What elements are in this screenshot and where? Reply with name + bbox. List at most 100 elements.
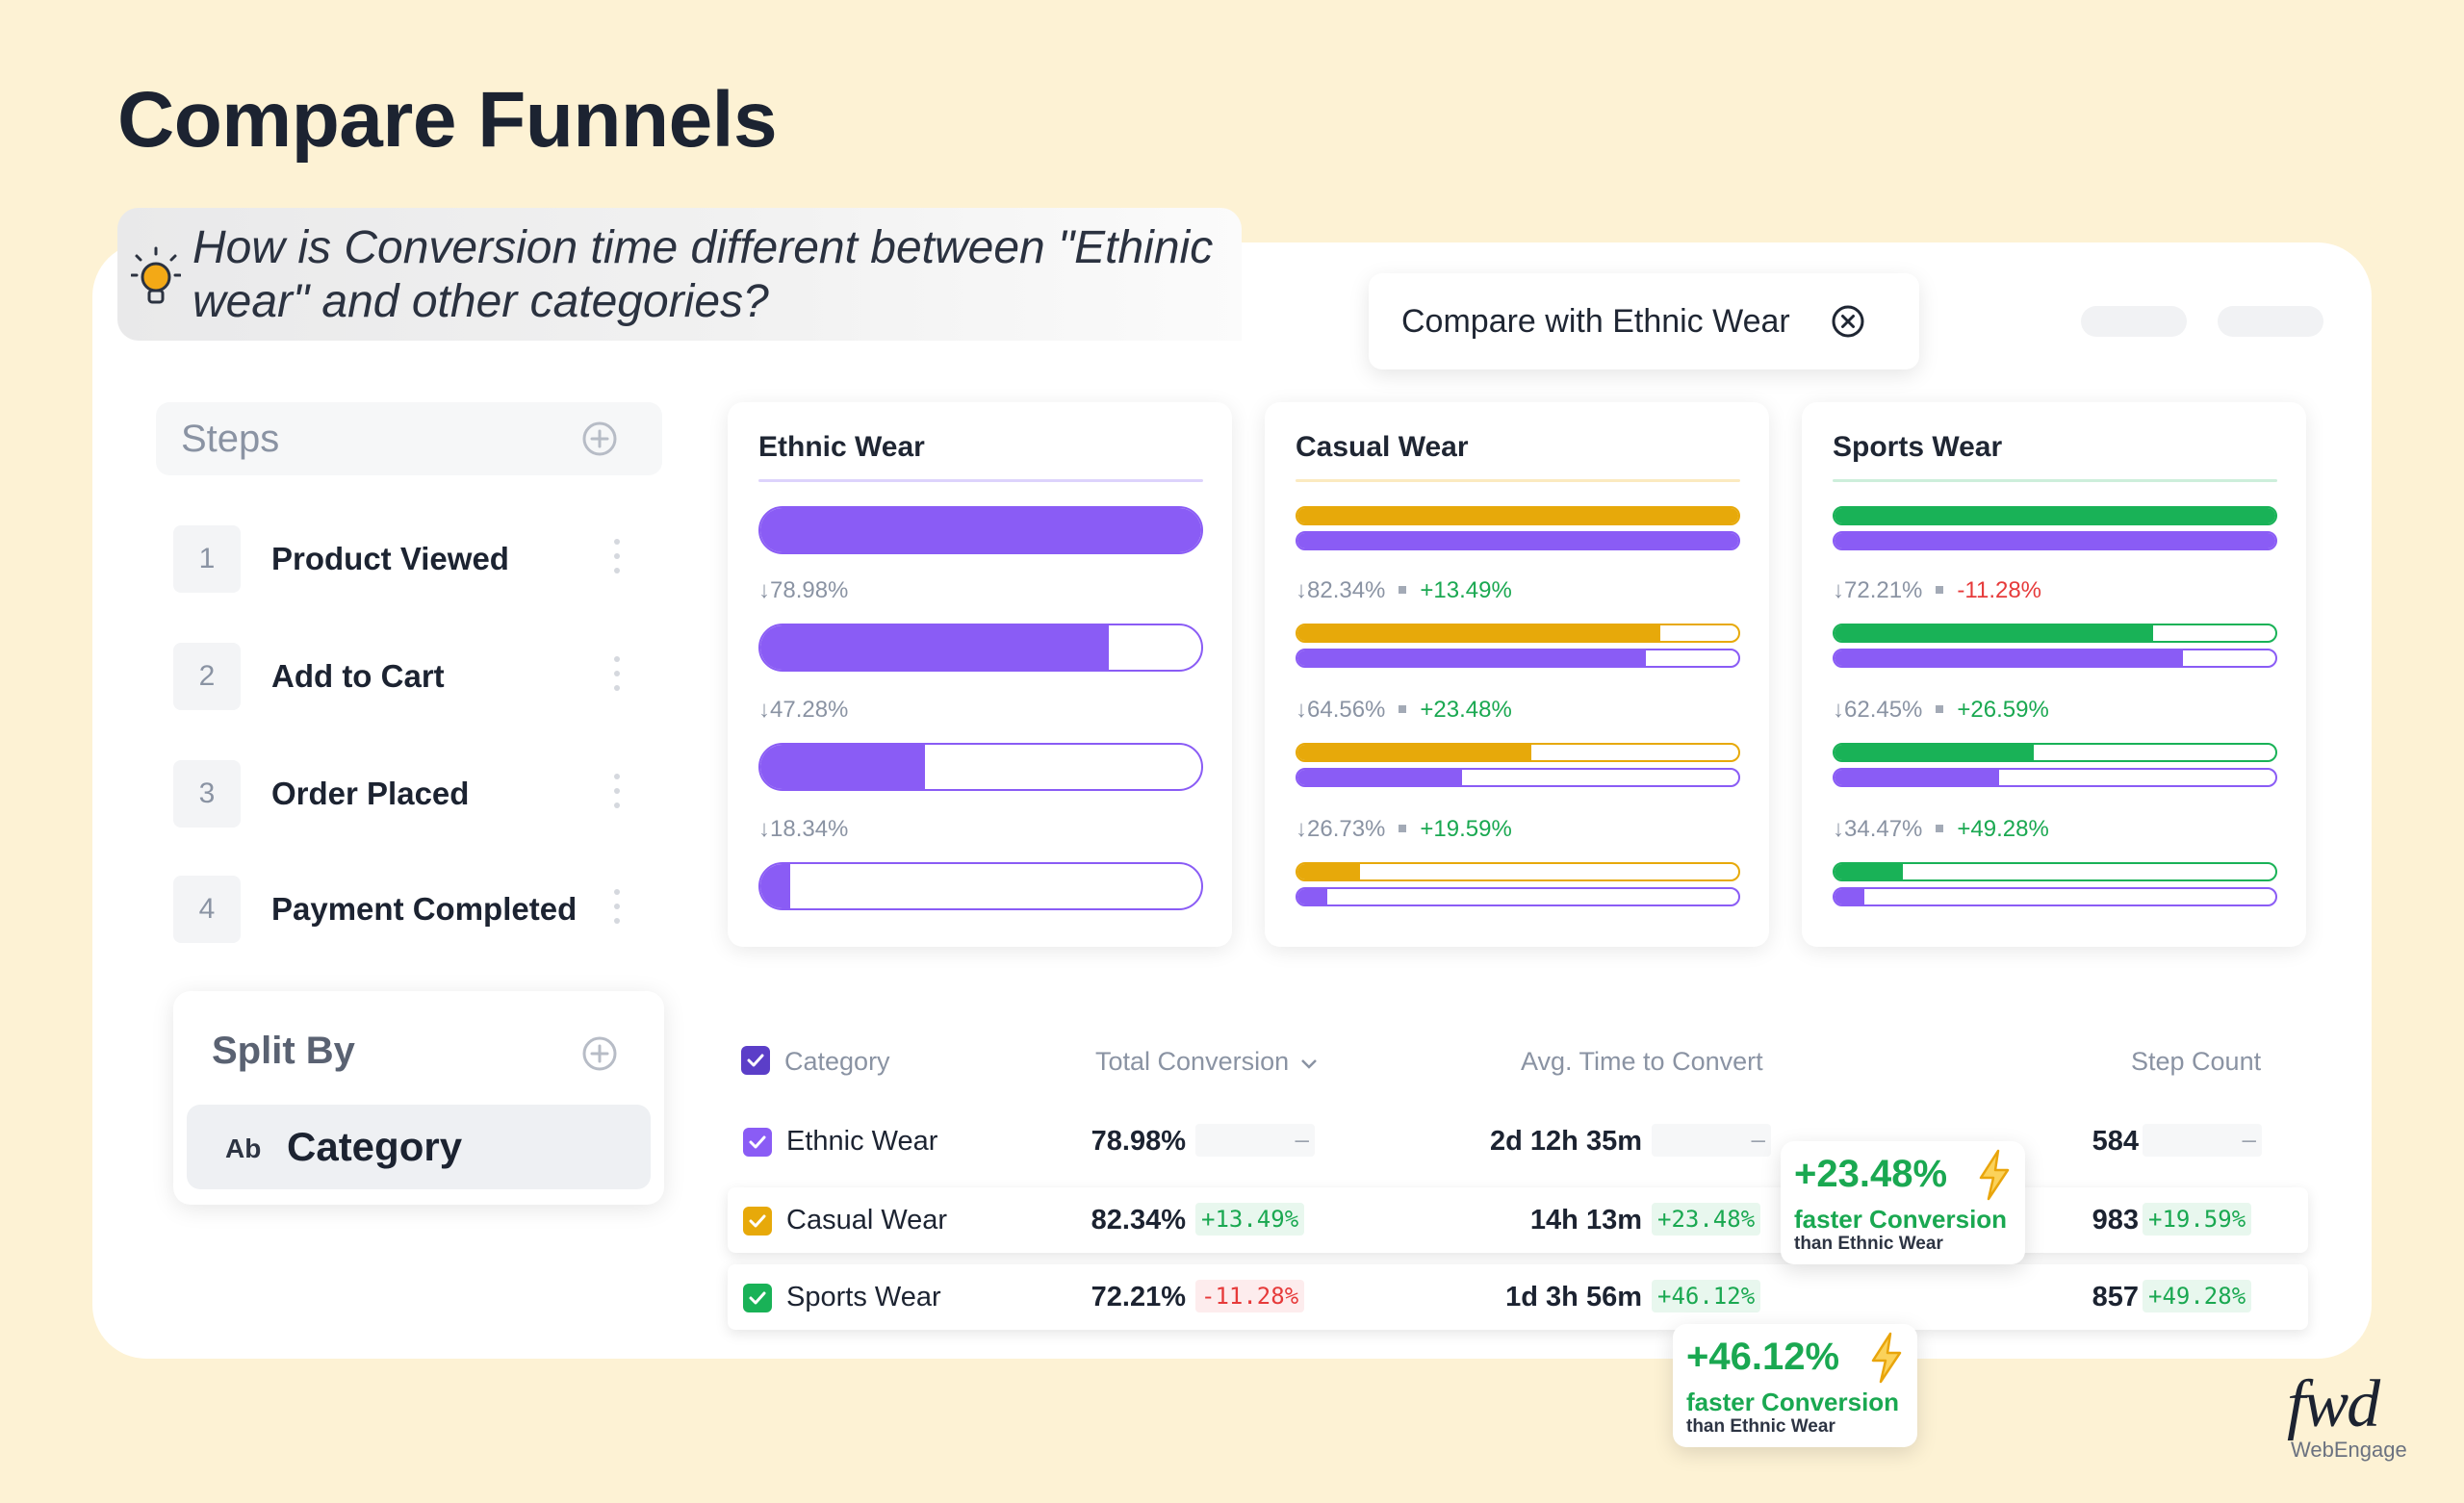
funnel-dropoff: ↓72.21% -11.28% (1833, 577, 2041, 604)
more-options-icon[interactable] (612, 774, 622, 814)
funnel-title: Sports Wear (1833, 431, 2003, 463)
funnel-bar-baseline[interactable] (1833, 649, 2277, 668)
row-checkbox[interactable] (743, 1284, 772, 1312)
dropoff-delta: +19.59% (1420, 816, 1512, 842)
funnel-bar-fill (760, 745, 926, 789)
funnel-bar-compare[interactable] (1296, 624, 1740, 643)
step-number: 1 (173, 525, 241, 593)
cell-total-conversion: 72.21% (1091, 1282, 1186, 1312)
funnel-bar-compare[interactable] (1833, 506, 2277, 525)
callout-subtext: than Ethnic Wear (1794, 1234, 1943, 1254)
step-item[interactable]: 4 Payment Completed (173, 876, 635, 943)
header-avg-time[interactable]: Avg. Time to Convert (1521, 1047, 1763, 1076)
close-circle-icon[interactable] (1831, 304, 1865, 339)
funnel-dropoff: ↓18.34% (758, 816, 848, 843)
text-type-icon: Ab (225, 1134, 262, 1163)
cell-category: Casual Wear (786, 1205, 948, 1236)
funnel-dropoff: ↓64.56% +23.48% (1296, 697, 1512, 724)
funnel-bar[interactable] (758, 506, 1203, 554)
lightning-icon (1979, 1149, 2010, 1201)
funnel-bar-baseline[interactable] (1296, 768, 1740, 787)
dropoff-delta: +49.28% (1957, 816, 2049, 842)
funnel-bar-fill (1297, 533, 1738, 548)
funnel-bar-compare[interactable] (1296, 862, 1740, 881)
dropoff-percent: ↓62.45% (1833, 697, 1923, 723)
funnel-bar-compare[interactable] (1833, 743, 2277, 762)
cell-avg-delta: +23.48% (1652, 1203, 1761, 1236)
more-options-icon[interactable] (612, 656, 622, 697)
cell-count-delta: +49.28% (2143, 1280, 2252, 1312)
dropoff-percent: ↓82.34% (1296, 577, 1386, 603)
funnel-bar-fill (760, 508, 1201, 552)
funnel-bar-fill (1297, 770, 1463, 785)
funnel-title-underline (1296, 479, 1740, 482)
logo-mark: fwd (2287, 1367, 2380, 1441)
funnel-bar[interactable] (758, 862, 1203, 910)
funnel-bar-compare[interactable] (1833, 624, 2277, 643)
split-by-chip[interactable]: Ab Category (187, 1105, 651, 1189)
cell-total-conversion: 82.34% (1091, 1205, 1186, 1236)
funnel-bar-fill (1835, 864, 1904, 879)
row-checkbox[interactable] (743, 1128, 772, 1157)
step-name: Add to Cart (271, 658, 445, 694)
more-options-icon[interactable] (612, 539, 622, 579)
funnel-bar-fill (1297, 508, 1738, 523)
callout-text: faster Conversion (1686, 1388, 1900, 1416)
funnel-bar-fill (1835, 625, 2153, 641)
funnel-bar-baseline[interactable] (1296, 531, 1740, 550)
more-options-icon[interactable] (612, 889, 622, 930)
dropoff-percent: ↓47.28% (758, 697, 849, 723)
page-title: Compare Funnels (117, 76, 778, 164)
compare-with-filter[interactable]: Compare with Ethnic Wear (1369, 273, 1919, 369)
step-item[interactable]: 3 Order Placed (173, 760, 635, 828)
funnel-dropoff: ↓62.45% +26.59% (1833, 697, 2049, 724)
header-total-conversion[interactable]: Total Conversion (1095, 1047, 1318, 1077)
row-checkbox[interactable] (743, 1207, 772, 1236)
funnel-bar-fill (1297, 864, 1361, 879)
funnel-bar-compare[interactable] (1833, 862, 2277, 881)
dropoff-delta: +23.48% (1420, 697, 1512, 723)
add-split-icon[interactable] (581, 1035, 618, 1072)
dropoff-percent: ↓34.47% (1833, 816, 1923, 842)
funnel-card: Sports Wear ↓72.21% -11.28% ↓62.45% +26.59% ↓… (1802, 402, 2306, 947)
cell-category: Sports Wear (786, 1282, 941, 1312)
add-step-icon[interactable] (581, 420, 618, 457)
lightning-icon (1871, 1332, 1902, 1384)
funnel-dropoff: ↓26.73% +19.59% (1296, 816, 1512, 843)
funnel-bar-fill (1297, 889, 1328, 904)
funnel-bar-baseline[interactable] (1296, 649, 1740, 668)
cell-total-delta: +13.49% (1195, 1203, 1305, 1236)
funnel-bar-baseline[interactable] (1833, 887, 2277, 906)
brand-logo: fwd WebEngage (2287, 1366, 2422, 1463)
step-item[interactable]: 1 Product Viewed (173, 525, 635, 593)
step-number: 2 (173, 643, 241, 710)
funnel-bar-baseline[interactable] (1833, 531, 2277, 550)
step-item[interactable]: 2 Add to Cart (173, 643, 635, 710)
separator-dot (1399, 825, 1407, 833)
cell-avg-time: 2d 12h 35m (1490, 1126, 1642, 1157)
funnel-bar-fill (1835, 508, 2275, 523)
separator-dot (1936, 705, 1944, 714)
header-category[interactable]: Category (784, 1047, 890, 1076)
funnel-bar[interactable] (758, 624, 1203, 672)
insight-callout: +46.12% faster Conversion than Ethnic We… (1673, 1324, 1917, 1447)
cell-step-count: 857 (2092, 1282, 2139, 1312)
header-step-count[interactable]: Step Count (2131, 1047, 2262, 1076)
question-text: How is Conversion time different between… (192, 222, 1214, 327)
funnel-bar-baseline[interactable] (1296, 887, 1740, 906)
toolbar-placeholder-1 (2081, 306, 2187, 337)
funnel-bar-compare[interactable] (1296, 743, 1740, 762)
table-row-highlight (728, 1264, 2308, 1330)
dropoff-percent: ↓18.34% (758, 816, 849, 842)
funnel-title: Casual Wear (1296, 431, 1469, 463)
funnel-bar-baseline[interactable] (1833, 768, 2277, 787)
funnel-bar[interactable] (758, 743, 1203, 791)
dropoff-delta: -11.28% (1957, 577, 2042, 603)
callout-text: faster Conversion (1794, 1205, 2008, 1234)
callout-subtext: than Ethnic Wear (1686, 1416, 1835, 1437)
dropoff-delta: +13.49% (1420, 577, 1512, 603)
funnel-card: Ethnic Wear ↓78.98% ↓47.28% ↓18.34% (728, 402, 1232, 947)
select-all-checkbox[interactable] (741, 1046, 770, 1075)
funnel-dropoff: ↓78.98% (758, 577, 848, 604)
funnel-bar-compare[interactable] (1296, 506, 1740, 525)
